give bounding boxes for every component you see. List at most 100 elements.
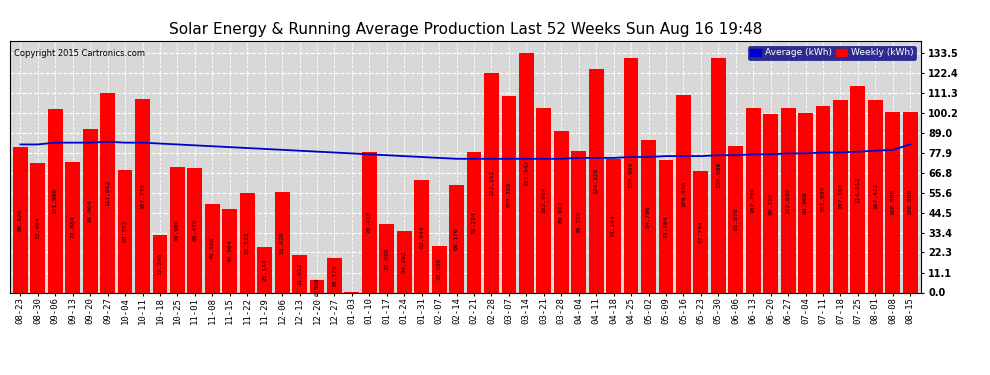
Text: 109.350: 109.350 — [507, 181, 512, 207]
Bar — [187, 168, 202, 292]
Bar — [711, 58, 726, 292]
Bar — [310, 280, 325, 292]
Bar — [327, 258, 342, 292]
Bar — [885, 112, 900, 292]
Bar — [379, 224, 394, 292]
Text: 34.292: 34.292 — [402, 251, 407, 273]
Text: 89.912: 89.912 — [558, 201, 563, 223]
Text: 73.784: 73.784 — [663, 215, 668, 237]
Bar — [100, 93, 115, 292]
Text: 38.026: 38.026 — [384, 247, 389, 270]
Text: 102.786: 102.786 — [750, 187, 755, 213]
Bar — [257, 248, 272, 292]
Bar — [65, 162, 80, 292]
Bar — [606, 159, 621, 292]
Text: 103.894: 103.894 — [821, 186, 826, 212]
Text: 102.904: 102.904 — [542, 187, 546, 213]
Bar — [676, 95, 691, 292]
Text: 26.036: 26.036 — [437, 258, 442, 280]
Text: 67.744: 67.744 — [698, 220, 703, 243]
Bar — [240, 193, 254, 292]
Text: 130.588: 130.588 — [716, 162, 721, 189]
Text: Copyright 2015 Cartronics.com: Copyright 2015 Cartronics.com — [15, 49, 146, 58]
Text: 107.190: 107.190 — [838, 183, 842, 210]
Text: 111.052: 111.052 — [105, 180, 110, 206]
Bar — [745, 108, 760, 292]
Text: 6.808: 6.808 — [315, 277, 320, 296]
Text: 102.634: 102.634 — [786, 187, 791, 213]
Text: 78.224: 78.224 — [471, 211, 476, 234]
Bar — [519, 53, 534, 292]
Text: 72.884: 72.884 — [70, 216, 75, 238]
Text: 74.144: 74.144 — [611, 215, 616, 237]
Text: 55.828: 55.828 — [279, 231, 284, 254]
Text: 49.556: 49.556 — [210, 237, 215, 259]
Bar — [135, 99, 149, 292]
Bar — [693, 171, 708, 292]
Text: 19.178: 19.178 — [332, 264, 337, 286]
Text: 72.404: 72.404 — [36, 216, 41, 239]
Bar — [553, 131, 568, 292]
Text: 25.144: 25.144 — [262, 259, 267, 281]
Bar — [537, 108, 551, 292]
Bar — [763, 114, 778, 292]
Bar — [658, 160, 673, 292]
Bar — [624, 58, 639, 292]
Text: 100.808: 100.808 — [908, 189, 913, 215]
Text: 99.968: 99.968 — [803, 192, 808, 214]
Bar — [362, 152, 377, 292]
Text: 107.770: 107.770 — [140, 183, 145, 209]
Text: 133.542: 133.542 — [524, 159, 529, 186]
Bar — [589, 69, 604, 292]
Text: 60.176: 60.176 — [454, 227, 459, 250]
Text: 114.912: 114.912 — [855, 176, 860, 203]
Text: 109.936: 109.936 — [681, 181, 686, 207]
Bar — [502, 96, 517, 292]
Text: 130.904: 130.904 — [629, 162, 634, 188]
Text: 122.152: 122.152 — [489, 170, 494, 196]
Bar — [31, 162, 46, 292]
Text: 69.470: 69.470 — [192, 219, 197, 242]
Text: 46.564: 46.564 — [228, 240, 233, 262]
Text: 21.052: 21.052 — [297, 262, 302, 285]
Text: 55.512: 55.512 — [245, 231, 249, 254]
Bar — [798, 113, 813, 292]
Text: 32.246: 32.246 — [157, 252, 162, 275]
Bar — [118, 170, 133, 292]
Text: 80.826: 80.826 — [18, 209, 23, 231]
Bar — [833, 100, 847, 292]
Bar — [903, 112, 918, 292]
Bar — [729, 146, 743, 292]
Bar — [484, 73, 499, 292]
Bar — [397, 231, 412, 292]
Bar — [414, 180, 429, 292]
Bar — [152, 235, 167, 292]
Bar — [571, 151, 586, 292]
Bar — [48, 110, 62, 292]
Text: 78.418: 78.418 — [367, 211, 372, 233]
Bar — [850, 86, 865, 292]
Bar — [868, 100, 883, 292]
Bar — [13, 147, 28, 292]
Text: 62.544: 62.544 — [419, 225, 424, 248]
Bar — [642, 140, 656, 292]
Text: 100.808: 100.808 — [890, 189, 895, 215]
Bar — [274, 192, 289, 292]
Text: 107.472: 107.472 — [873, 183, 878, 209]
Bar — [205, 204, 220, 292]
Bar — [449, 184, 464, 292]
Text: 81.878: 81.878 — [734, 208, 739, 230]
Bar — [466, 152, 481, 292]
Bar — [432, 246, 446, 292]
Text: 68.352: 68.352 — [123, 220, 128, 242]
Text: 101.998: 101.998 — [52, 188, 57, 214]
Title: Solar Energy & Running Average Production Last 52 Weeks Sun Aug 16 19:48: Solar Energy & Running Average Productio… — [168, 22, 762, 37]
Text: 69.906: 69.906 — [175, 219, 180, 241]
Bar — [83, 129, 98, 292]
Bar — [816, 106, 831, 292]
Legend: Average (kWh), Weekly (kWh): Average (kWh), Weekly (kWh) — [747, 46, 916, 60]
Text: 84.796: 84.796 — [646, 205, 651, 228]
Text: 78.780: 78.780 — [576, 210, 581, 233]
Text: 91.064: 91.064 — [88, 200, 93, 222]
Bar — [781, 108, 796, 292]
